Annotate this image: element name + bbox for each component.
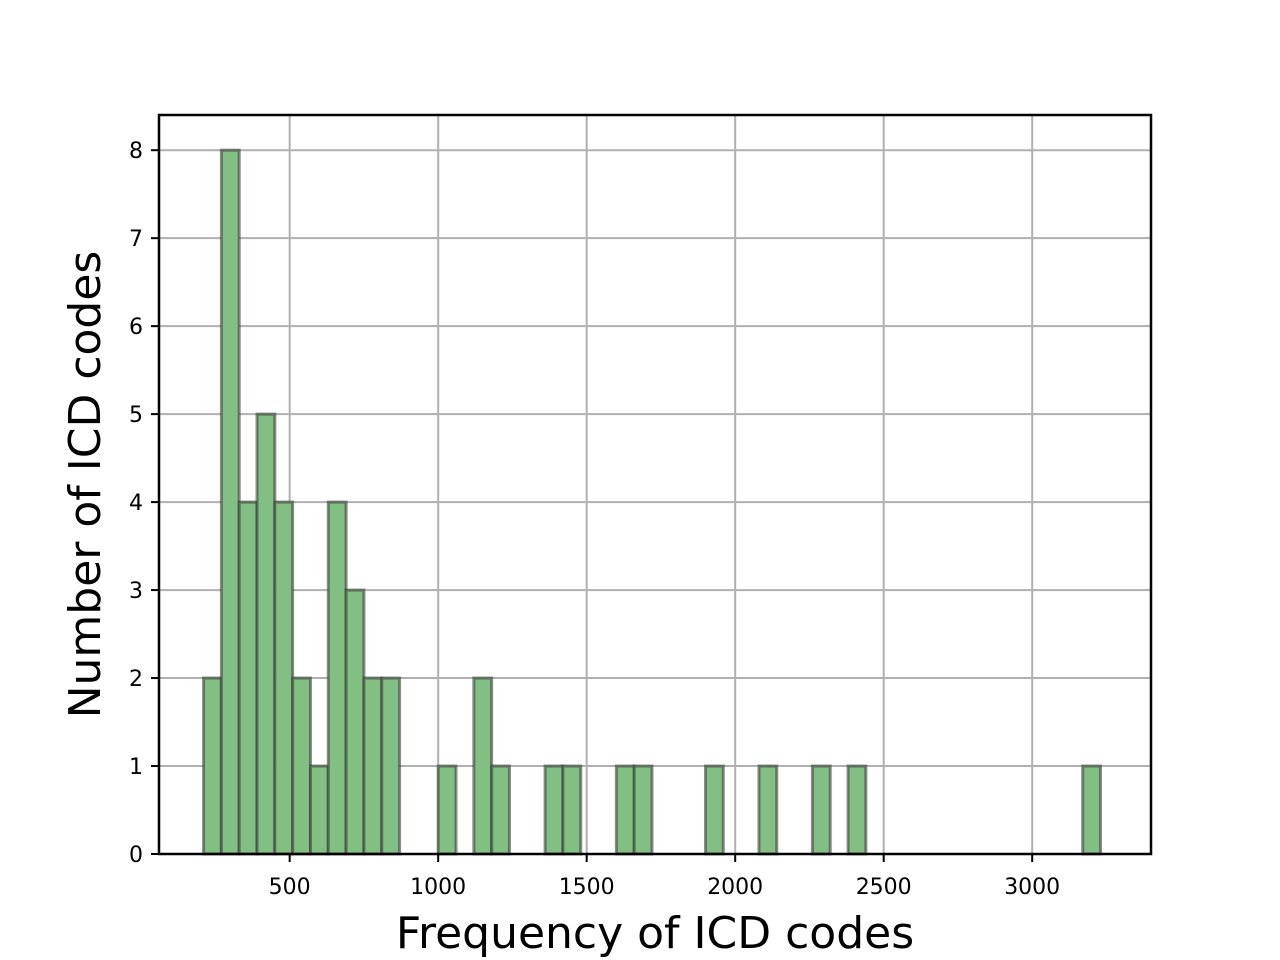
x-axis-ticks: 500 1000 1500 2000 2500 3000 [269,854,1060,900]
grid-lines [159,115,1151,855]
y-tick-label: 6 [129,315,143,340]
histogram-bar [344,588,366,856]
histogram-bar [632,764,654,856]
x-tick-label: 2000 [707,875,763,900]
histogram-bar [472,676,494,856]
histogram-bar [703,764,725,856]
histogram-bar [846,764,868,856]
x-tick-label: 500 [269,875,311,900]
y-tick-label: 3 [129,579,143,604]
histogram-bar [273,500,295,856]
y-axis-ticks: 0 1 2 3 4 5 6 7 8 [129,139,159,868]
histogram-bar [490,764,511,856]
y-tick-label: 5 [129,403,143,428]
histogram-bar [543,764,565,856]
y-tick-label: 8 [129,139,143,164]
histogram-bar [362,676,384,856]
histogram-bar [202,676,223,856]
histogram-bar [237,500,259,856]
x-tick-label: 3000 [1004,875,1060,900]
x-axis-label: Frequency of ICD codes [396,908,914,959]
histogram-bar [255,412,277,856]
histogram-bar [380,676,402,856]
y-tick-label: 0 [129,843,143,868]
plot-frame [157,113,1153,856]
y-tick-label: 4 [129,491,143,516]
histogram-bar [326,500,348,856]
histogram-bar [757,764,779,856]
histogram-bar [810,764,832,856]
y-tick-label: 2 [129,667,143,692]
histogram-bar [1081,764,1103,856]
x-tick-label: 1000 [410,875,466,900]
x-tick-label: 1500 [559,875,615,900]
histogram-bar [436,764,458,856]
y-tick-label: 7 [129,227,143,252]
histogram-bar [561,764,583,856]
x-tick-label: 2500 [856,875,912,900]
histogram-bar [291,676,312,856]
y-tick-label: 1 [129,755,143,780]
histogram-bar [219,148,241,856]
y-axis-label: Number of ICD codes [60,251,111,719]
histogram-bar [614,764,636,856]
histogram-bar [308,764,330,856]
